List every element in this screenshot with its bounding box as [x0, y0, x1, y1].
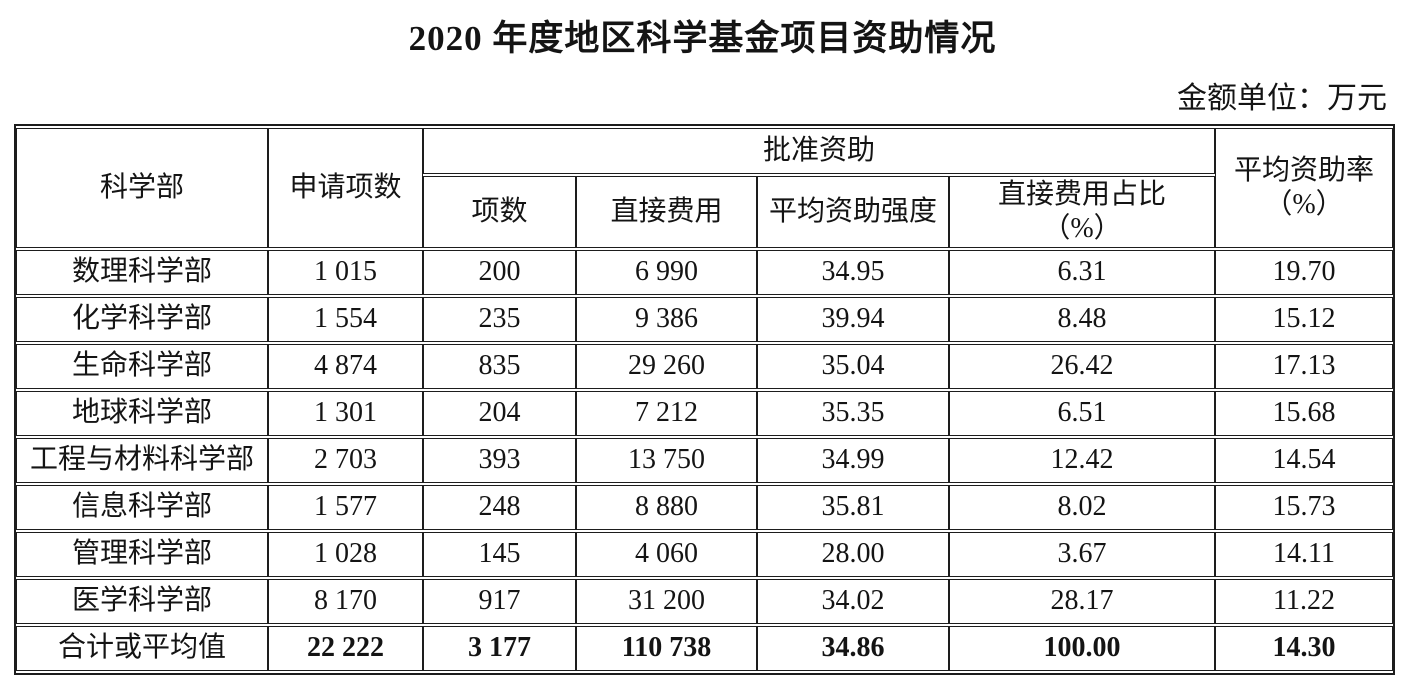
value-cell: 31 200 [576, 579, 757, 624]
header-avg-rate-line2: （%） [1264, 189, 1344, 220]
table-row: 管理科学部 1 028 145 4 060 28.00 3.67 14.11 [16, 532, 1394, 577]
total-value-cell: 14.30 [1215, 626, 1394, 671]
value-cell: 34.95 [757, 250, 949, 295]
total-label-cell: 合计或平均值 [16, 626, 268, 671]
header-avg-intensity: 平均资助强度 [757, 176, 949, 248]
value-cell: 835 [423, 344, 576, 389]
header-direct-cost: 直接费用 [576, 176, 757, 248]
value-cell: 6.51 [949, 391, 1216, 436]
value-cell: 9 386 [576, 297, 757, 342]
value-cell: 34.99 [757, 438, 949, 483]
table-row: 生命科学部 4 874 835 29 260 35.04 26.42 17.13 [16, 344, 1394, 389]
table-row: 医学科学部 8 170 917 31 200 34.02 28.17 11.22 [16, 579, 1394, 624]
total-value-cell: 110 738 [576, 626, 757, 671]
header-direct-cost-share-line2: （%） [1042, 213, 1122, 244]
table-row: 数理科学部 1 015 200 6 990 34.95 6.31 19.70 [16, 250, 1394, 295]
value-cell: 393 [423, 438, 576, 483]
value-cell: 15.68 [1215, 391, 1394, 436]
value-cell: 35.81 [757, 485, 949, 530]
page-title: 2020 年度地区科学基金项目资助情况 [408, 19, 997, 58]
value-cell: 28.17 [949, 579, 1216, 624]
department-cell: 工程与材料科学部 [16, 438, 268, 483]
value-cell: 1 028 [268, 532, 423, 577]
department-cell: 地球科学部 [16, 391, 268, 436]
funding-table: 科学部 申请项数 批准资助 平均资助率 （%） 项数 直接费用 平均资助强度 直… [14, 124, 1396, 675]
value-cell: 35.04 [757, 344, 949, 389]
value-cell: 11.22 [1215, 579, 1394, 624]
value-cell: 15.12 [1215, 297, 1394, 342]
department-cell: 生命科学部 [16, 344, 268, 389]
value-cell: 917 [423, 579, 576, 624]
header-direct-cost-share: 直接费用占比 （%） [949, 176, 1216, 248]
header-avg-rate-line1: 平均资助率 [1234, 154, 1375, 186]
header-row-2: 项数 直接费用 平均资助强度 直接费用占比 （%） [16, 176, 1393, 248]
value-cell: 26.42 [949, 344, 1216, 389]
value-cell: 19.70 [1215, 250, 1394, 295]
value-cell: 145 [423, 532, 576, 577]
value-cell: 8.02 [949, 485, 1216, 530]
value-cell: 235 [423, 297, 576, 342]
value-cell: 15.73 [1215, 485, 1394, 530]
value-cell: 34.02 [757, 579, 949, 624]
header-applications: 申请项数 [268, 128, 423, 248]
value-cell: 29 260 [576, 344, 757, 389]
total-row: 合计或平均值 22 222 3 177 110 738 34.86 100.00… [16, 626, 1394, 671]
value-cell: 248 [423, 485, 576, 530]
value-cell: 1 301 [268, 391, 423, 436]
total-value-cell: 34.86 [757, 626, 949, 671]
value-cell: 1 554 [268, 297, 423, 342]
value-cell: 204 [423, 391, 576, 436]
header-direct-cost-share-line1: 直接费用占比 [998, 178, 1167, 210]
unit-note: 金额单位：万元 [1177, 82, 1387, 115]
total-value-cell: 3 177 [423, 626, 576, 671]
value-cell: 17.13 [1215, 344, 1394, 389]
table-row: 化学科学部 1 554 235 9 386 39.94 8.48 15.12 [16, 297, 1394, 342]
value-cell: 13 750 [576, 438, 757, 483]
value-cell: 6 990 [576, 250, 757, 295]
value-cell: 6.31 [949, 250, 1216, 295]
value-cell: 4 060 [576, 532, 757, 577]
total-value-cell: 22 222 [268, 626, 423, 671]
value-cell: 8 170 [268, 579, 423, 624]
value-cell: 14.54 [1215, 438, 1394, 483]
header-department: 科学部 [16, 128, 268, 248]
value-cell: 39.94 [757, 297, 949, 342]
header-row-1: 科学部 申请项数 批准资助 平均资助率 （%） [16, 128, 1394, 248]
value-cell: 1 015 [268, 250, 423, 295]
header-approved-count: 项数 [423, 176, 576, 248]
value-cell: 3.67 [949, 532, 1216, 577]
table-row: 工程与材料科学部 2 703 393 13 750 34.99 12.42 14… [16, 438, 1394, 483]
department-cell: 信息科学部 [16, 485, 268, 530]
header-avg-rate: 平均资助率 （%） [1215, 128, 1394, 248]
department-cell: 化学科学部 [16, 297, 268, 342]
value-cell: 8.48 [949, 297, 1216, 342]
value-cell: 35.35 [757, 391, 949, 436]
value-cell: 200 [423, 250, 576, 295]
document-page: 2020 年度地区科学基金项目资助情况 金额单位：万元 科学部 申请项数 批准资… [0, 10, 1405, 696]
header-approved-group: 批准资助 [423, 128, 1216, 174]
value-cell: 1 577 [268, 485, 423, 530]
value-cell: 28.00 [757, 532, 949, 577]
value-cell: 14.11 [1215, 532, 1394, 577]
value-cell: 12.42 [949, 438, 1216, 483]
table-row: 地球科学部 1 301 204 7 212 35.35 6.51 15.68 [16, 391, 1394, 436]
value-cell: 8 880 [576, 485, 757, 530]
table-row: 信息科学部 1 577 248 8 880 35.81 8.02 15.73 [16, 485, 1394, 530]
total-value-cell: 100.00 [949, 626, 1216, 671]
value-cell: 4 874 [268, 344, 423, 389]
value-cell: 2 703 [268, 438, 423, 483]
department-cell: 数理科学部 [16, 250, 268, 295]
department-cell: 医学科学部 [16, 579, 268, 624]
value-cell: 7 212 [576, 391, 757, 436]
department-cell: 管理科学部 [16, 532, 268, 577]
